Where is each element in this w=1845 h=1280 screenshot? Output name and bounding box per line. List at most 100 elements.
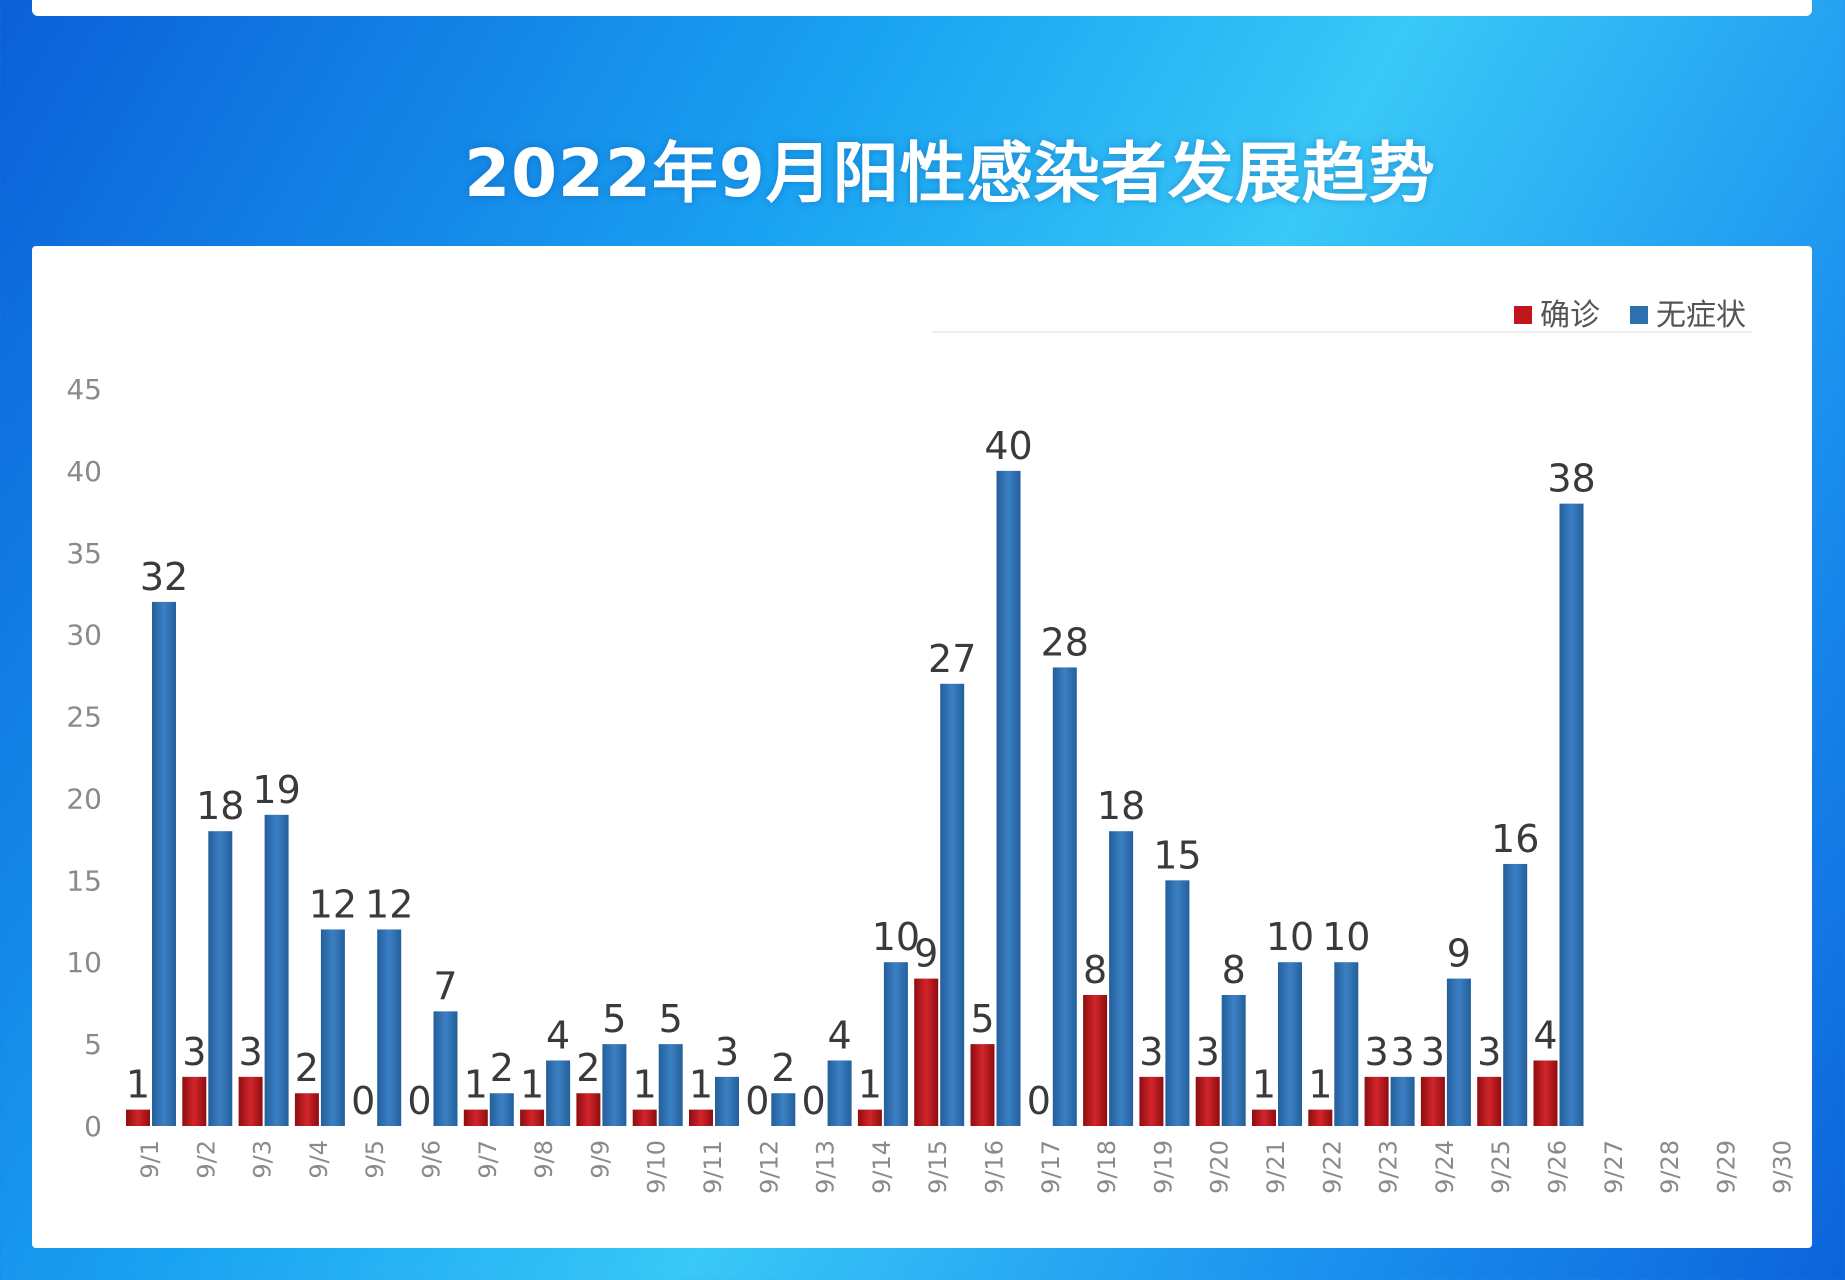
- asymptomatic-bar: [715, 1076, 739, 1126]
- confirmed-value-label: 1: [1252, 1063, 1276, 1107]
- asymptomatic-value-label: 10: [1322, 915, 1370, 959]
- x-tick-label: 9/29: [1712, 1140, 1740, 1194]
- confirmed-value-label: 3: [1196, 1030, 1220, 1074]
- asymptomatic-bar: [1278, 962, 1302, 1126]
- asymptomatic-value-label: 10: [872, 915, 920, 959]
- confirmed-value-label: 3: [1477, 1030, 1501, 1074]
- x-tick-label: 9/2: [192, 1140, 220, 1179]
- confirmed-value-label: 1: [1308, 1063, 1332, 1107]
- x-tick-label: 9/4: [305, 1140, 333, 1179]
- confirmed-value-label: 1: [689, 1063, 713, 1107]
- asymptomatic-bar: [320, 929, 345, 1126]
- x-tick-label: 9/13: [812, 1140, 840, 1194]
- asymptomatic-value-label: 7: [433, 964, 457, 1008]
- confirmed-value-label: 4: [1533, 1013, 1557, 1057]
- asymptomatic-bar: [208, 831, 233, 1126]
- x-tick-label: 9/22: [1318, 1140, 1346, 1194]
- chart-title: 2022年9月阳性感染者发展趋势: [464, 135, 1436, 212]
- y-tick-label: 10: [66, 946, 102, 979]
- confirmed-bar: [1083, 994, 1108, 1126]
- confirmed-bar: [520, 1109, 545, 1126]
- asymptomatic-bar: [1559, 503, 1584, 1127]
- asymptomatic-value-label: 18: [1097, 784, 1145, 828]
- asymptomatic-value-label: 27: [928, 637, 976, 681]
- confirmed-bar: [1139, 1076, 1164, 1126]
- confirmed-bar: [1364, 1076, 1389, 1126]
- confirmed-bar: [970, 1044, 995, 1126]
- x-tick-label: 9/27: [1600, 1140, 1628, 1194]
- asymptomatic-value-label: 4: [546, 1013, 570, 1057]
- x-tick-label: 9/12: [755, 1140, 783, 1194]
- asymptomatic-bar: [883, 962, 908, 1126]
- x-tick-label: 9/26: [1544, 1140, 1572, 1194]
- asymptomatic-value-label: 3: [715, 1030, 739, 1074]
- legend: 确诊 无症状: [1514, 298, 1746, 333]
- asymptomatic-bar: [433, 1011, 458, 1126]
- confirmed-value-label: 9: [914, 932, 938, 976]
- confirmed-bar: [238, 1076, 263, 1126]
- asymptomatic-value-label: 15: [1153, 833, 1201, 877]
- asymptomatic-value-label: 38: [1547, 457, 1595, 501]
- confirmed-value-label: 3: [1421, 1030, 1445, 1074]
- asymptomatic-value-label: 12: [365, 882, 413, 926]
- asymptomatic-bar: [377, 929, 402, 1126]
- confirmed-bar: [1477, 1076, 1502, 1126]
- asymptomatic-bar: [1390, 1076, 1415, 1126]
- y-tick-label: 15: [66, 864, 102, 897]
- x-tick-label: 9/25: [1487, 1140, 1515, 1194]
- confirmed-value-label: 0: [1027, 1079, 1051, 1123]
- asymptomatic-bar: [489, 1093, 514, 1126]
- y-tick-label: 20: [66, 782, 102, 815]
- y-tick-label: 5: [84, 1028, 102, 1061]
- asymptomatic-bar: [1334, 962, 1359, 1126]
- legend-swatch-confirmed: [1514, 306, 1532, 324]
- confirmed-bar: [1533, 1060, 1558, 1126]
- confirmed-value-label: 0: [351, 1079, 375, 1123]
- y-tick-label: 35: [66, 537, 102, 570]
- asymptomatic-value-label: 8: [1222, 948, 1246, 992]
- asymptomatic-bar: [827, 1060, 852, 1126]
- y-tick-label: 0: [84, 1110, 102, 1143]
- x-tick-label: 9/17: [1037, 1140, 1065, 1194]
- x-axis: 9/1 9/2 9/3 9/4 9/5 9/6 9/7 9/8 9/9 9/10 9/11 9/12 9…: [136, 1140, 1797, 1194]
- asymptomatic-value-label: 10: [1266, 915, 1314, 959]
- x-tick-label: 9/8: [530, 1140, 558, 1179]
- asymptomatic-bar: [771, 1093, 796, 1126]
- x-tick-label: 9/15: [924, 1140, 952, 1194]
- confirmed-value-label: 1: [520, 1063, 544, 1107]
- asymptomatic-value-label: 16: [1491, 817, 1539, 861]
- asymptomatic-bar: [658, 1044, 683, 1126]
- legend-swatch-asymptomatic: [1630, 306, 1648, 324]
- confirmed-bar: [914, 978, 939, 1126]
- x-tick-label: 9/5: [361, 1140, 389, 1179]
- asymptomatic-value-label: 2: [771, 1046, 795, 1090]
- x-tick-label: 9/23: [1375, 1140, 1403, 1194]
- x-tick-label: 9/18: [1093, 1140, 1121, 1194]
- legend-label-asymptomatic: 无症状: [1656, 298, 1746, 333]
- confirmed-bar: [857, 1109, 882, 1126]
- asymptomatic-value-label: 5: [602, 997, 626, 1041]
- confirmed-bar: [182, 1076, 207, 1126]
- x-tick-label: 9/14: [868, 1140, 896, 1194]
- confirmed-value-label: 3: [1365, 1030, 1389, 1074]
- asymptomatic-bar: [1221, 994, 1246, 1126]
- confirmed-value-label: 2: [576, 1046, 600, 1090]
- asymptomatic-value-label: 4: [828, 1013, 852, 1057]
- confirmed-bar: [1308, 1109, 1333, 1126]
- asymptomatic-value-label: 3: [1391, 1030, 1415, 1074]
- x-tick-label: 9/1: [136, 1140, 164, 1179]
- confirmed-bar: [1252, 1109, 1276, 1126]
- y-axis: 0 5 10 15 20 25 30 35 40 45: [66, 373, 102, 1143]
- asymptomatic-bar: [1109, 831, 1134, 1126]
- y-tick-label: 25: [66, 701, 102, 734]
- asymptomatic-bar: [152, 601, 176, 1126]
- x-tick-label: 9/6: [418, 1140, 446, 1179]
- confirmed-bar: [294, 1093, 319, 1126]
- confirmed-value-label: 1: [858, 1063, 882, 1107]
- asymptomatic-value-label: 19: [252, 768, 300, 812]
- x-tick-label: 9/7: [474, 1140, 502, 1179]
- asymptomatic-bar: [1052, 667, 1077, 1126]
- confirmed-value-label: 1: [126, 1063, 150, 1107]
- asymptomatic-value-label: 32: [140, 555, 188, 599]
